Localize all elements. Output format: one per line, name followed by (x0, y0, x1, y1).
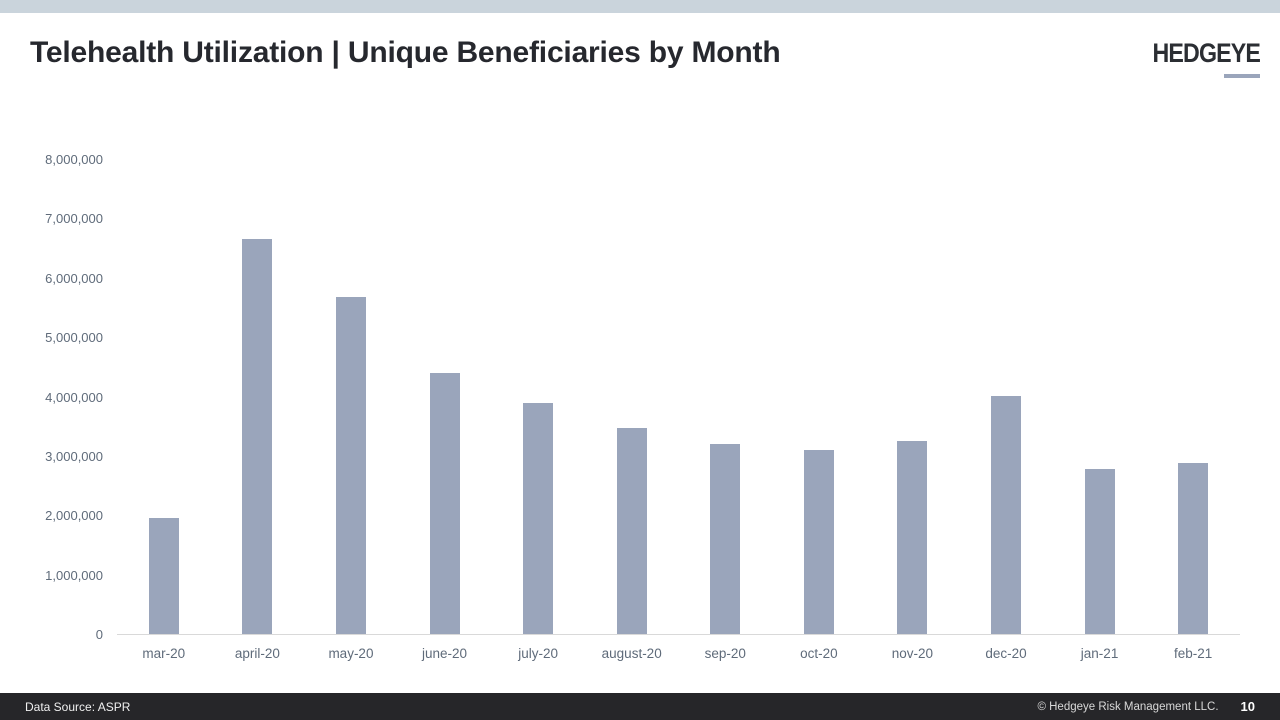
bar-slot (117, 160, 211, 634)
bar-slot (772, 160, 866, 634)
bar-sep-20 (710, 443, 741, 634)
page-title: Telehealth Utilization | Unique Benefici… (30, 36, 781, 69)
bar-slot (211, 160, 305, 634)
x-tick-label: jan-21 (1080, 646, 1119, 661)
x-tick-label: oct-20 (800, 646, 838, 661)
logo-underline-accent (1224, 74, 1260, 78)
bar-feb-21 (1178, 463, 1209, 634)
y-tick-label: 4,000,000 (45, 389, 103, 405)
y-tick-label: 0 (95, 627, 103, 642)
bar-nov-20 (897, 441, 928, 634)
y-tick-label: 2,000,000 (45, 508, 103, 524)
bar-june-20 (429, 372, 460, 634)
bar-slot (678, 160, 772, 634)
x-tick-label: feb-21 (1174, 646, 1213, 661)
y-tick-label: 8,000,000 (45, 152, 103, 167)
x-tick-label: april-20 (234, 646, 280, 661)
hedgeye-logo-text: HEDGEYE (1152, 38, 1260, 68)
bar-august-20 (616, 428, 647, 634)
bar-july-20 (523, 402, 554, 634)
plot-area (117, 160, 1240, 635)
y-tick-label: 7,000,000 (45, 211, 103, 227)
y-tick-label: 1,000,000 (45, 567, 103, 583)
y-axis: 8,000,000 7,000,000 6,000,000 5,000,000 4,00… (0, 152, 103, 642)
bar-slot (959, 160, 1053, 634)
y-tick-label: 6,000,000 (45, 270, 103, 286)
footer-right-group: © Hedgeye Risk Management LLC. 10 (1037, 699, 1255, 714)
bar-slot (585, 160, 679, 634)
bar-may-20 (335, 296, 366, 634)
bar-slot (491, 160, 585, 634)
x-tick-label: july-20 (518, 646, 558, 661)
bar-slot (1053, 160, 1147, 634)
y-tick-label: 5,000,000 (45, 330, 103, 346)
top-accent-banner (0, 0, 1280, 13)
bar-slot (398, 160, 492, 634)
bar-slot (866, 160, 960, 634)
x-tick-label: nov-20 (891, 646, 934, 661)
data-source-label: Data Source: ASPR (25, 699, 131, 714)
x-axis: mar-20 april-20 may-20 june-20 july-20 august… (117, 646, 1240, 661)
x-tick-label: sep-20 (704, 646, 746, 661)
x-tick-label: may-20 (328, 646, 374, 661)
x-tick-label: august-20 (601, 646, 662, 661)
x-tick-label: june-20 (422, 646, 468, 661)
y-tick-label: 3,000,000 (45, 448, 103, 464)
x-tick-label: dec-20 (985, 646, 1027, 661)
copyright-label: © Hedgeye Risk Management LLC. (1037, 700, 1219, 713)
page-number: 10 (1240, 699, 1255, 714)
x-tick-label: mar-20 (142, 646, 186, 661)
hedgeye-logo: HEDGEYE (1135, 38, 1261, 78)
bar-jan-21 (1084, 468, 1115, 634)
footer-bar: Data Source: ASPR © Hedgeye Risk Managem… (0, 693, 1280, 720)
bar-april-20 (242, 238, 273, 634)
bar-oct-20 (803, 450, 834, 634)
bar-slot (304, 160, 398, 634)
bar-dec-20 (990, 396, 1021, 634)
bar-slot (1146, 160, 1240, 634)
bar-mar-20 (148, 517, 179, 634)
